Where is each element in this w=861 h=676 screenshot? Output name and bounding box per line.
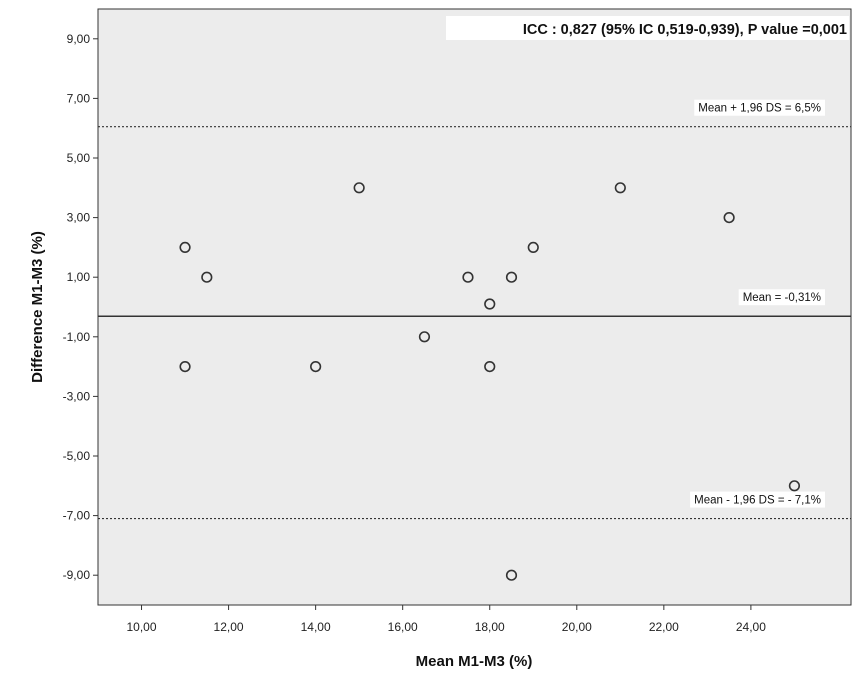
reference-line-label: Mean = -0,31% (743, 292, 821, 304)
data-point (484, 298, 496, 310)
x-tick-label: 20,00 (562, 620, 592, 634)
reference-label-box (690, 491, 825, 508)
reference-label-box (738, 289, 825, 306)
data-point (505, 271, 518, 283)
y-tick-label: -7,00 (63, 509, 91, 523)
reference-label-box (694, 99, 825, 116)
y-tick-label: 9,00 (67, 32, 91, 46)
y-tick-label: -5,00 (63, 449, 91, 463)
data-point (310, 361, 322, 373)
data-point (788, 480, 801, 492)
data-point (201, 271, 213, 283)
plot-area (97, 8, 852, 606)
data-point (723, 212, 735, 224)
x-tick-label: 12,00 (214, 620, 244, 634)
y-tick-label: 7,00 (67, 91, 91, 105)
data-point (484, 361, 496, 373)
data-point (418, 331, 431, 343)
x-tick-label: 16,00 (388, 620, 418, 634)
x-axis: 10,00 12,00 14,00 16,00 18,00 20,00 22,00 24,00 (127, 605, 766, 634)
reference-line-label: Mean + 1,96 DS = 6,5% (698, 103, 821, 115)
x-tick-label: 14,00 (301, 620, 331, 634)
x-tick-label: 22,00 (649, 620, 679, 634)
x-tick-label: 24,00 (736, 620, 766, 634)
reference-lines: Mean + 1,96 DS = 6,5% Mean = -0,31% Mean -… (98, 99, 851, 520)
y-tick-label: -3,00 (63, 389, 91, 403)
data-point (179, 241, 191, 253)
y-tick-label: 5,00 (67, 151, 91, 165)
x-tick-label: 18,00 (475, 620, 505, 634)
y-tick-label: -1,00 (63, 330, 91, 344)
y-tick-label: 3,00 (67, 211, 91, 225)
data-point (527, 241, 539, 253)
data-point (614, 182, 626, 194)
x-tick-label: 10,00 (127, 620, 157, 634)
y-tick-label: 1,00 (67, 270, 91, 284)
data-point (353, 182, 365, 194)
data-point (462, 271, 474, 283)
data-points (179, 182, 801, 581)
y-axis: 9,00 7,00 5,00 3,00 1,00 -1,00 -3,00 -5,00 -7,00… (63, 32, 98, 582)
data-point (505, 569, 518, 581)
data-point (179, 361, 191, 373)
y-tick-label: -9,00 (63, 568, 91, 582)
x-axis-title: Mean M1-M3 (%) (416, 653, 533, 670)
stat-box (446, 16, 849, 40)
chart-title: ICC : 0,827 (95% IC 0,519-0,939), P valu… (523, 22, 847, 38)
reference-line-label: Mean - 1,96 DS = - 7,1% (694, 495, 821, 507)
y-axis-title: Difference M1-M3 (%) (29, 231, 46, 383)
